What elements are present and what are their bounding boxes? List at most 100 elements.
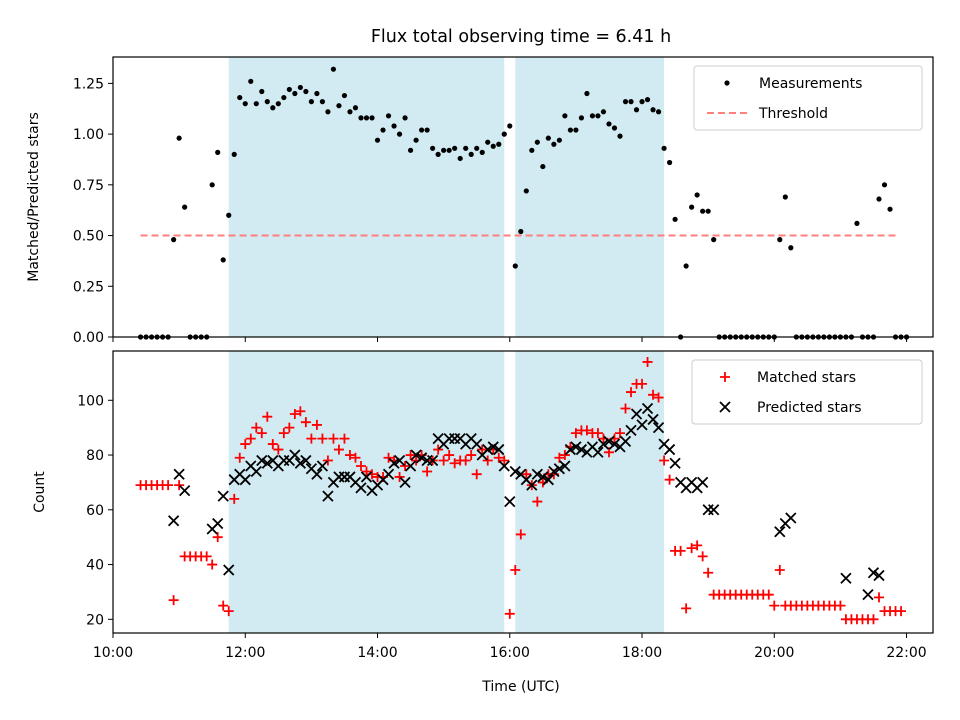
legend-label: Threshold bbox=[758, 106, 828, 122]
measurement-point bbox=[694, 192, 700, 198]
count-panel: 20 40 60 80 100 10:00 12:00 14:00 16:00 18:00 20:0… bbox=[32, 350, 934, 661]
matched-star-point bbox=[521, 469, 532, 480]
measurement-point bbox=[452, 145, 458, 151]
measurement-point bbox=[584, 90, 590, 97]
predicted-star-point bbox=[641, 402, 654, 415]
predicted-star-point bbox=[663, 443, 676, 456]
x-tick-label: 10:00 bbox=[93, 645, 133, 661]
measurement-point bbox=[683, 263, 689, 269]
predicted-star-point bbox=[504, 495, 516, 508]
y-tick-label: 1.00 bbox=[73, 127, 104, 143]
matched-star-point bbox=[482, 455, 493, 466]
measurement-point bbox=[782, 194, 788, 200]
measurement-point bbox=[215, 149, 221, 155]
ratio-observing-window-band bbox=[228, 57, 505, 337]
predicted-star-point bbox=[537, 471, 549, 483]
matched-star-point bbox=[311, 419, 322, 430]
measurement-point bbox=[209, 182, 215, 188]
matched-star-point bbox=[344, 450, 355, 461]
matched-star-point bbox=[592, 428, 603, 439]
legend-measurement-marker bbox=[724, 80, 730, 86]
matched-star-point bbox=[383, 452, 394, 463]
predicted-star-point bbox=[388, 457, 400, 469]
measurement-point bbox=[396, 131, 403, 137]
matched-star-point bbox=[896, 606, 907, 617]
measurement-point bbox=[600, 109, 607, 115]
y-tick-label: 0.75 bbox=[73, 178, 104, 194]
x-tick-label: 20:00 bbox=[754, 645, 794, 661]
measurement-point bbox=[633, 107, 640, 113]
measurement-point bbox=[275, 101, 281, 107]
matched-star-point bbox=[692, 540, 703, 551]
predicted-star-point bbox=[774, 526, 786, 538]
predicted-star-point bbox=[592, 446, 604, 458]
measurement-point bbox=[380, 127, 386, 133]
matched-star-point bbox=[614, 428, 625, 439]
measurement-point bbox=[292, 90, 298, 97]
matched-star-point bbox=[697, 551, 708, 562]
measurement-point bbox=[341, 92, 348, 99]
measurement-point bbox=[606, 121, 612, 127]
measurement-point bbox=[876, 196, 882, 202]
predicted-star-point bbox=[840, 572, 852, 584]
matched-star-point bbox=[273, 444, 284, 455]
measurement-point bbox=[435, 151, 441, 157]
matched-star-point bbox=[218, 600, 229, 611]
predicted-star-point bbox=[493, 443, 505, 456]
count-legend bbox=[691, 359, 923, 425]
matched-star-point bbox=[234, 452, 245, 463]
count-y-axis-label: Count bbox=[32, 471, 48, 513]
measurement-point bbox=[374, 137, 381, 143]
predicted-star-point bbox=[173, 468, 185, 480]
measurement-point bbox=[523, 188, 529, 194]
measurement-point bbox=[589, 113, 596, 119]
predicted-star-point bbox=[487, 441, 499, 453]
predicted-star-point bbox=[410, 449, 422, 461]
matched-star-point bbox=[570, 428, 581, 439]
measurement-point bbox=[705, 208, 711, 214]
measurement-point bbox=[242, 101, 248, 107]
matched-star-point bbox=[703, 567, 714, 578]
measurement-point bbox=[551, 141, 557, 147]
x-tick-label: 12:00 bbox=[225, 645, 265, 661]
measurement-point bbox=[363, 115, 370, 121]
matched-star-point bbox=[499, 455, 510, 466]
measurement-point bbox=[259, 88, 265, 95]
y-tick-label: 0.25 bbox=[73, 279, 104, 295]
measurement-point bbox=[617, 133, 623, 139]
measurement-point bbox=[264, 99, 270, 105]
matched-star-point bbox=[322, 455, 333, 466]
matched-star-point bbox=[245, 433, 256, 444]
matched-star-point bbox=[212, 532, 223, 543]
matched-star-point bbox=[444, 450, 455, 461]
measurement-point bbox=[650, 107, 656, 113]
measurement-point bbox=[407, 147, 414, 153]
predicted-star-point bbox=[167, 515, 180, 527]
matched-star-point bbox=[653, 392, 664, 403]
measurement-point bbox=[237, 94, 243, 101]
matched-star-point bbox=[405, 450, 416, 461]
matched-star-point bbox=[267, 439, 278, 450]
predicted-star-point bbox=[603, 435, 615, 447]
predicted-star-point bbox=[597, 438, 610, 450]
predicted-star-point bbox=[382, 468, 395, 480]
matched-star-point bbox=[559, 450, 570, 461]
matched-star-point bbox=[394, 471, 405, 482]
predicted-star-point bbox=[570, 441, 582, 453]
measurement-point bbox=[611, 125, 618, 131]
matched-star-point bbox=[664, 474, 675, 485]
predicted-star-point bbox=[322, 490, 334, 502]
predicted-star-point bbox=[575, 443, 588, 456]
matched-star-point bbox=[769, 600, 780, 611]
predicted-star-point bbox=[498, 460, 510, 472]
measurement-point bbox=[485, 139, 491, 145]
matched-star-point bbox=[295, 406, 306, 417]
measurement-point bbox=[286, 86, 292, 93]
predicted-star-point bbox=[608, 438, 621, 450]
measurement-point bbox=[854, 220, 860, 226]
measurement-point bbox=[347, 109, 353, 115]
measurement-point bbox=[507, 123, 513, 129]
matched-star-point bbox=[681, 603, 692, 614]
measurement-point bbox=[463, 145, 469, 151]
